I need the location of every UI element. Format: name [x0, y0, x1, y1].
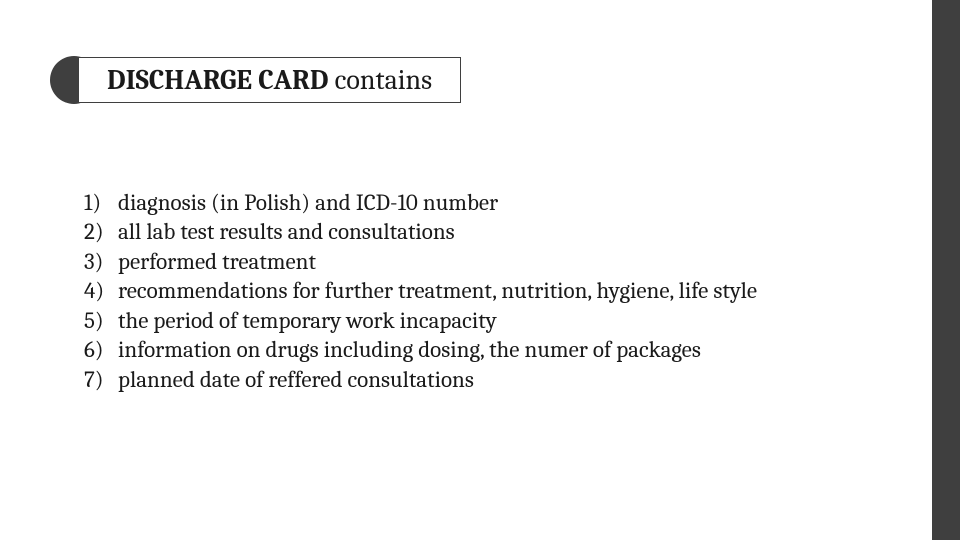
side-accent-bar — [932, 0, 960, 540]
list-item: 3) performed treatment — [84, 247, 874, 276]
content-list: 1) diagnosis (in Polish) and ICD-10 numb… — [84, 188, 874, 394]
list-text: information on drugs including dosing, t… — [118, 335, 874, 364]
list-text: diagnosis (in Polish) and ICD-10 number — [118, 188, 874, 217]
list-text: all lab test results and consultations — [118, 217, 874, 246]
slide-title-rest: contains — [328, 64, 432, 96]
list-item: 5) the period of temporary work incapaci… — [84, 306, 874, 335]
list-number: 1) — [84, 188, 118, 217]
list-text: performed treatment — [118, 247, 874, 276]
slide-title: DISCHARGE CARD contains — [107, 64, 432, 96]
list-item: 7) planned date of reffered consultation… — [84, 365, 874, 394]
list-number: 4) — [84, 276, 118, 305]
slide: DISCHARGE CARD contains 1) diagnosis (in… — [0, 0, 960, 540]
list-text: the period of temporary work incapacity — [118, 306, 874, 335]
list-number: 7) — [84, 365, 118, 394]
list-number: 6) — [84, 335, 118, 364]
list-number: 2) — [84, 217, 118, 246]
list-text: recommendations for further treatment, n… — [118, 276, 874, 305]
slide-title-strong: DISCHARGE CARD — [107, 64, 328, 96]
title-block: DISCHARGE CARD contains — [50, 56, 461, 104]
title-box: DISCHARGE CARD contains — [78, 57, 461, 103]
list-number: 5) — [84, 306, 118, 335]
list-text: planned date of reffered consultations — [118, 365, 874, 394]
list-item: 4) recommendations for further treatment… — [84, 276, 874, 305]
list-item: 1) diagnosis (in Polish) and ICD-10 numb… — [84, 188, 874, 217]
list-item: 2) all lab test results and consultation… — [84, 217, 874, 246]
list-number: 3) — [84, 247, 118, 276]
list-item: 6) information on drugs including dosing… — [84, 335, 874, 364]
